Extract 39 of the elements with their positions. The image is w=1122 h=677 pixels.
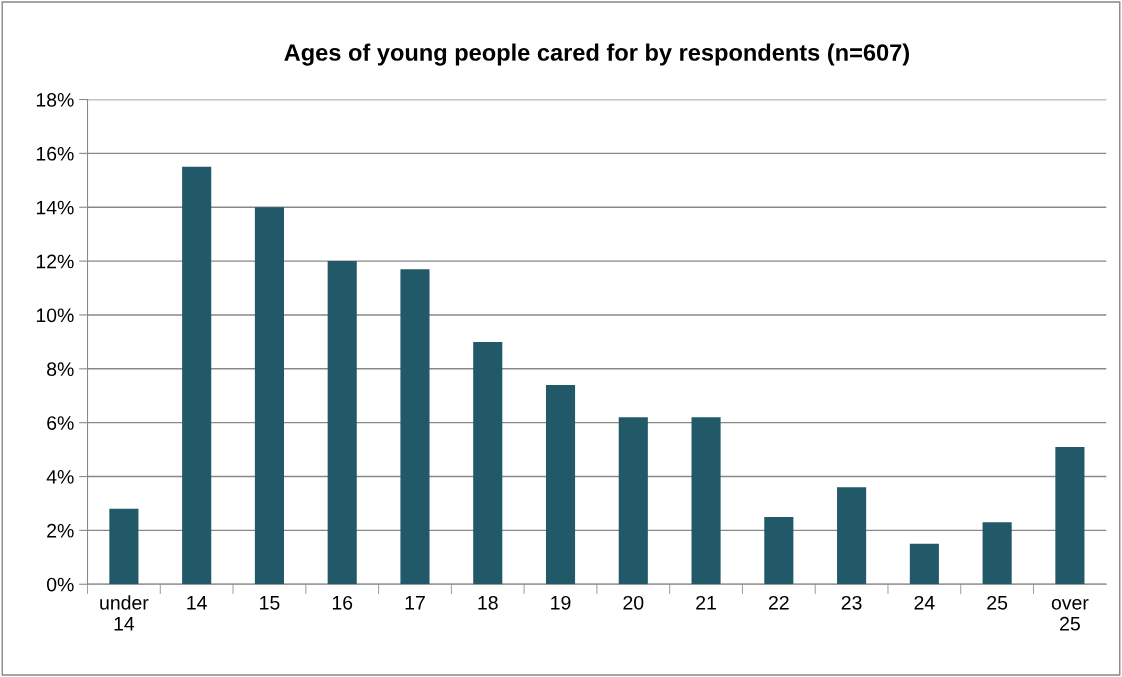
bar (254, 207, 284, 585)
bar (400, 269, 430, 585)
x-tick-label: 17 (405, 596, 425, 610)
bar (764, 516, 794, 585)
y-tick-label: 8% (47, 362, 74, 377)
x-tick-label: 25 (987, 595, 1008, 610)
bar (545, 384, 576, 585)
bar (691, 417, 721, 585)
y-tick-label: 4% (46, 470, 74, 484)
y-tick-label: 14% (36, 200, 74, 215)
x-tick-label: 21 (696, 595, 716, 610)
chart-title: Ages of young people cared for by respondents (n=607) (284, 43, 909, 66)
y-tick-label: 2% (47, 523, 74, 538)
y-tick-label: 16% (36, 146, 74, 161)
bar (182, 166, 212, 585)
y-tick-label: 12% (36, 254, 74, 269)
x-tick-label: 24 (914, 595, 935, 610)
x-tick-label: 20 (623, 595, 644, 610)
x-tick-label: over 25 (1051, 598, 1089, 631)
x-tick-label: 15 (260, 596, 280, 610)
bar (109, 508, 139, 585)
y-tick-label: 0% (46, 577, 74, 592)
x-tick-label: under 14 (100, 595, 149, 631)
bar (327, 261, 357, 585)
bar (618, 417, 648, 585)
bar (982, 522, 1012, 585)
x-tick-label: 14 (187, 596, 207, 610)
y-tick-label: 10% (36, 308, 74, 323)
x-tick-label: 22 (768, 595, 789, 610)
x-tick-label: 19 (551, 595, 571, 610)
y-tick-label: 6% (47, 416, 74, 430)
x-tick-label: 23 (841, 595, 862, 610)
x-tick-label: 18 (478, 595, 498, 610)
bar (909, 543, 939, 585)
bar (837, 487, 867, 585)
bar (1055, 446, 1085, 585)
bar (473, 341, 503, 585)
y-tick-label: 18% (36, 92, 74, 107)
x-tick-label: 16 (332, 595, 353, 610)
